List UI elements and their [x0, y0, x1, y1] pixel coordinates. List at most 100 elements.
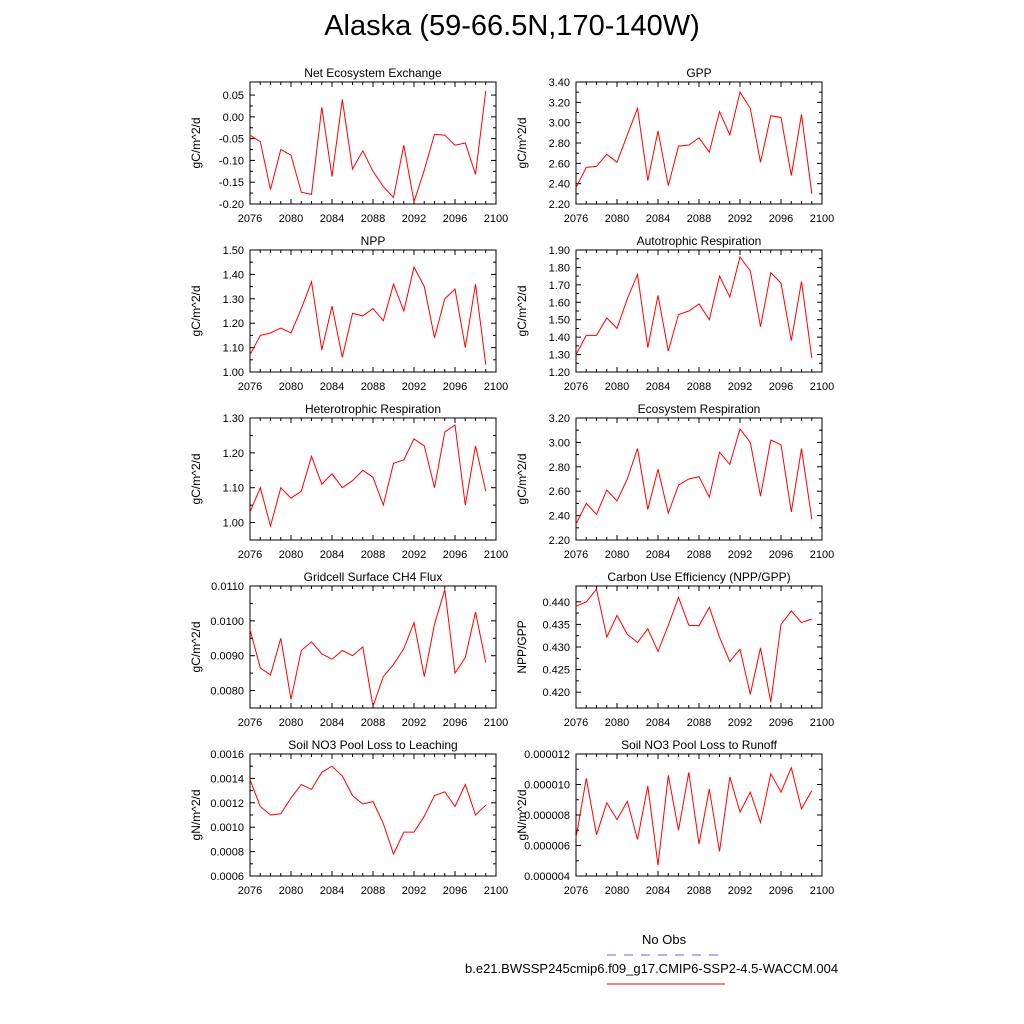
chart-panel-6: Ecosystem Respiration gC/m^2/d 2076 2080 208…	[515, 402, 834, 561]
y-tick-label: 1.90	[549, 245, 570, 257]
y-axis-label: gC/m^2/d	[189, 622, 203, 673]
series-line	[575, 766, 813, 866]
y-tick-label: -0.15	[219, 177, 244, 189]
x-tick-label: 2088	[361, 213, 385, 225]
y-tick-label: 0.420	[542, 687, 570, 699]
x-tick-label: 2092	[402, 381, 426, 393]
x-tick-label: 2088	[361, 717, 385, 729]
y-tick-label: 3.40	[549, 77, 570, 89]
y-tick-label: 0.0014	[210, 773, 244, 785]
chart-panel-9: Soil NO3 Pool Loss to Leaching gN/m^2/d 20…	[189, 738, 508, 897]
x-tick-label: 2096	[443, 213, 467, 225]
x-tick-label: 2088	[687, 885, 711, 897]
x-tick-label: 2092	[402, 213, 426, 225]
y-tick-label: 0.0008	[210, 847, 244, 859]
x-tick-label: 2088	[361, 549, 385, 561]
legend-case-label: b.e21.BWSSP245cmip6.f09_g17.CMIP6-SSP2-4…	[465, 961, 839, 976]
x-tick-label: 2076	[564, 717, 588, 729]
y-tick-label: 1.50	[223, 245, 244, 257]
x-tick-label: 2080	[605, 213, 629, 225]
y-tick-label: -0.05	[219, 134, 244, 146]
y-tick-label: 1.30	[549, 350, 570, 362]
y-tick-label: 1.00	[223, 367, 244, 379]
x-tick-label: 2096	[769, 885, 793, 897]
panel-title: Heterotrophic Respiration	[305, 402, 441, 416]
y-tick-label: 2.40	[549, 511, 570, 523]
x-tick-label: 2092	[728, 213, 752, 225]
x-tick-label: 2080	[279, 717, 303, 729]
plot-frame	[575, 585, 823, 709]
y-tick-label: 1.10	[223, 483, 244, 495]
y-tick-label: 2.40	[549, 179, 570, 191]
x-tick-label: 2080	[605, 381, 629, 393]
panel-title: Soil NO3 Pool Loss to Runoff	[621, 738, 778, 752]
y-tick-label: 2.80	[549, 462, 570, 474]
chart-panel-8: Carbon Use Efficiency (NPP/GPP) NPP/GPP 20…	[515, 570, 834, 729]
y-tick-label: 0.0110	[211, 581, 244, 593]
series-line	[575, 427, 813, 525]
x-tick-label: 2092	[402, 549, 426, 561]
x-tick-label: 2088	[687, 549, 711, 561]
x-tick-label: 2076	[564, 213, 588, 225]
x-tick-label: 2088	[361, 381, 385, 393]
series-line	[575, 90, 813, 194]
x-tick-label: 2096	[443, 381, 467, 393]
chart-panel-10: Soil NO3 Pool Loss to Runoff gN/m^2/d 2076…	[515, 738, 834, 897]
y-axis-label: gC/m^2/d	[515, 118, 529, 169]
x-tick-label: 2076	[564, 885, 588, 897]
y-tick-label: 1.20	[223, 448, 244, 460]
x-tick-label: 2084	[320, 213, 344, 225]
y-axis-label: gN/m^2/d	[515, 790, 529, 841]
y-tick-label: 0.000006	[524, 841, 570, 853]
x-tick-label: 2092	[728, 885, 752, 897]
x-tick-label: 2084	[646, 213, 670, 225]
x-tick-label: 2084	[320, 885, 344, 897]
y-tick-label: 0.0090	[210, 651, 244, 663]
chart-panel-7: Gridcell Surface CH4 Flux gC/m^2/d 2076 208…	[189, 570, 508, 729]
y-tick-label: 0.000010	[524, 780, 570, 792]
x-tick-label: 2076	[238, 381, 262, 393]
x-tick-label: 2080	[605, 549, 629, 561]
x-tick-label: 2100	[810, 381, 834, 393]
x-tick-label: 2092	[402, 885, 426, 897]
plot-frame	[575, 753, 823, 877]
y-tick-label: 0.00	[223, 112, 244, 124]
y-tick-label: 1.00	[223, 518, 244, 530]
x-tick-label: 2080	[279, 381, 303, 393]
y-axis-label: gC/m^2/d	[189, 118, 203, 169]
panel-title: GPP	[686, 66, 711, 80]
y-tick-label: 2.20	[549, 535, 570, 547]
plot-frame	[249, 585, 497, 709]
y-tick-label: 1.30	[223, 294, 244, 306]
x-tick-label: 2100	[484, 549, 508, 561]
x-tick-label: 2088	[361, 885, 385, 897]
series-line	[249, 589, 487, 707]
panel-title: Autotrophic Respiration	[637, 234, 762, 248]
y-tick-label: 1.80	[549, 262, 570, 274]
x-tick-label: 2076	[238, 549, 262, 561]
x-tick-label: 2100	[810, 549, 834, 561]
chart-panel-1: Net Ecosystem Exchange gC/m^2/d 2076 2080 20…	[189, 66, 508, 225]
series-line	[249, 265, 487, 365]
y-tick-label: 0.000004	[524, 871, 570, 883]
x-tick-label: 2096	[769, 381, 793, 393]
chart-panel-3: NPP gC/m^2/d 2076 2080 2084 2088 2092 2096 2100 1…	[189, 234, 508, 393]
y-tick-label: 1.70	[549, 280, 570, 292]
x-tick-label: 2092	[728, 717, 752, 729]
y-axis-label: gC/m^2/d	[189, 286, 203, 337]
x-tick-label: 2096	[443, 549, 467, 561]
x-tick-label: 2076	[238, 213, 262, 225]
x-tick-label: 2100	[484, 213, 508, 225]
series-line	[249, 90, 487, 202]
y-tick-label: 0.000012	[524, 749, 570, 761]
x-tick-label: 2088	[687, 381, 711, 393]
x-tick-label: 2100	[484, 885, 508, 897]
plot-frame	[249, 417, 497, 541]
y-tick-label: 1.50	[549, 315, 570, 327]
x-tick-label: 2084	[646, 717, 670, 729]
y-tick-label: 0.0100	[210, 616, 244, 628]
series-line	[575, 255, 813, 359]
y-tick-label: 0.0006	[210, 871, 244, 883]
y-axis-label: gC/m^2/d	[189, 454, 203, 505]
x-tick-label: 2096	[769, 717, 793, 729]
